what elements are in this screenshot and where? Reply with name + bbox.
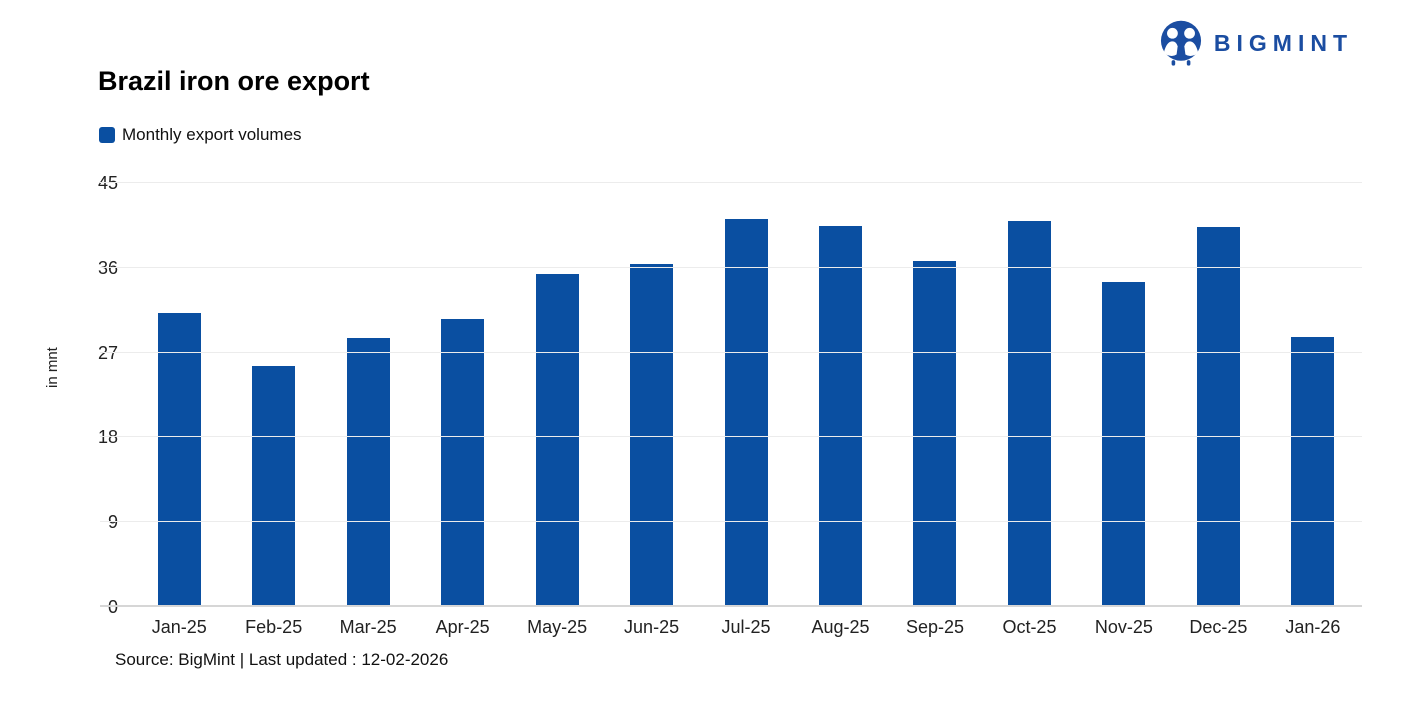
bar-Jun-25 <box>630 264 674 607</box>
bigmint-logo: BIGMINT <box>1156 20 1353 67</box>
x-label-Nov-25: Nov-25 <box>1094 617 1153 637</box>
bar-chart-plot <box>100 182 1362 607</box>
bar-Mar-25 <box>346 337 390 607</box>
bar-Jan-25 <box>157 313 201 607</box>
x-label-Apr-25: Apr-25 <box>435 617 490 637</box>
bar-slot <box>982 183 1076 607</box>
gridline-27 <box>100 351 1362 353</box>
y-tick-9: 9 <box>107 512 118 533</box>
x-label-Mar-25: Mar-25 <box>339 617 397 637</box>
bar-Oct-25 <box>1007 220 1051 607</box>
bar-Sep-25 <box>913 261 957 607</box>
bar-Jul-25 <box>724 218 768 607</box>
gridline-0 <box>100 605 1362 607</box>
legend-label: Monthly export volumes <box>122 125 302 144</box>
page-title: Brazil iron ore export <box>98 66 370 96</box>
x-label-Jan-25: Jan-25 <box>151 617 207 637</box>
y-tick-0: 0 <box>107 597 118 617</box>
y-tick-45: 45 <box>97 173 118 193</box>
bar-slot <box>1266 183 1360 607</box>
x-label-Feb-25: Feb-25 <box>245 617 303 637</box>
x-label-Oct-25: Oct-25 <box>1002 617 1057 637</box>
bar-slot <box>793 183 887 607</box>
bar-slot <box>226 183 320 607</box>
bigmint-logo-text: BIGMINT <box>1213 30 1353 56</box>
y-axis: 0 9 18 27 36 45 <box>60 173 130 617</box>
x-label-Aug-25: Aug-25 <box>811 617 870 637</box>
bar-slot <box>888 183 982 607</box>
x-label-Sep-25: Sep-25 <box>905 617 964 637</box>
y-axis-title: in mnt <box>44 347 61 388</box>
bigmint-people-icon <box>1160 20 1201 66</box>
y-tick-27: 27 <box>97 342 118 363</box>
bar-slot <box>1171 183 1265 607</box>
bar-May-25 <box>535 274 579 607</box>
source-line: Source: BigMint | Last updated : 12-02-2… <box>115 650 449 669</box>
x-label-Jan-26: Jan-26 <box>1285 617 1341 637</box>
bar-slot <box>321 183 415 607</box>
bar-Nov-25 <box>1102 281 1146 607</box>
bar-slot <box>604 183 698 607</box>
bar-Feb-25 <box>252 365 296 607</box>
x-label-Jul-25: Jul-25 <box>721 617 771 637</box>
gridline-18 <box>100 436 1362 438</box>
chart-legend: Monthly export volumes <box>99 125 302 145</box>
legend-marker-icon <box>99 127 115 143</box>
bar-slot <box>699 183 793 607</box>
bar-Dec-25 <box>1196 227 1240 607</box>
bar-Jan-26 <box>1291 336 1335 607</box>
x-label-Jun-25: Jun-25 <box>624 617 680 637</box>
gridline-45 <box>100 182 1362 183</box>
gridline-9 <box>100 521 1362 523</box>
y-tick-18: 18 <box>97 427 118 448</box>
bar-slot <box>415 183 509 607</box>
x-label-Dec-25: Dec-25 <box>1189 617 1248 637</box>
bars-container <box>132 183 1360 607</box>
gridline-36 <box>100 266 1362 268</box>
y-tick-36: 36 <box>97 257 118 278</box>
bar-Aug-25 <box>819 226 863 607</box>
x-label-May-25: May-25 <box>527 617 588 637</box>
bar-slot <box>1077 183 1171 607</box>
bar-slot <box>510 183 604 607</box>
bar-slot <box>132 183 226 607</box>
bar-Apr-25 <box>441 318 485 607</box>
x-axis-labels: Jan-25 Feb-25 Mar-25 Apr-25 May-25 Jun-25 Jul-… <box>132 617 1360 638</box>
